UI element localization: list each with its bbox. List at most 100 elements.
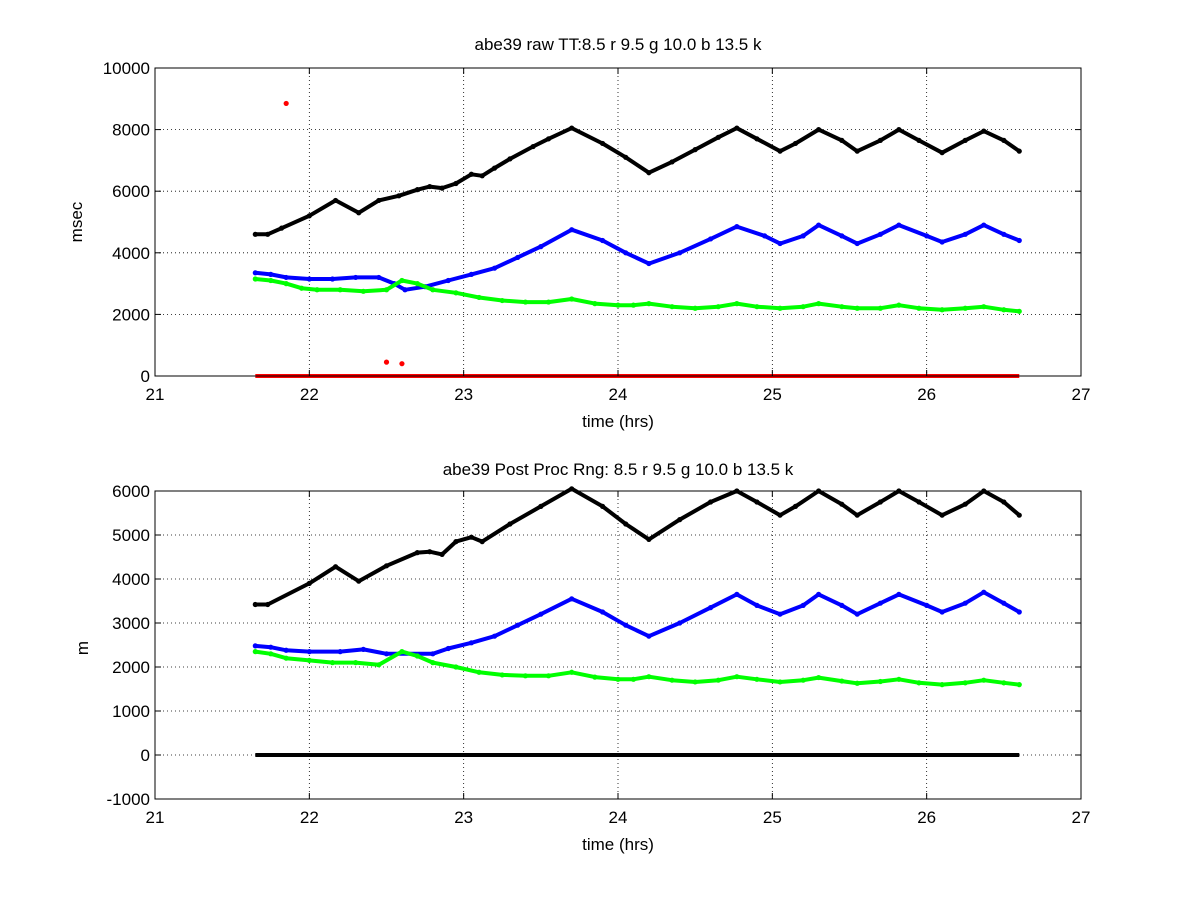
data-point-green [592, 301, 598, 307]
data-point-blue [515, 254, 521, 261]
data-point-green [816, 301, 822, 307]
data-point-blue [430, 651, 436, 657]
data-point-blue [252, 643, 258, 649]
data-point-blue [1016, 609, 1022, 615]
data-point-black [427, 549, 433, 555]
data-point-green [314, 287, 320, 293]
data-point-green [299, 285, 305, 291]
data-point-green [854, 305, 860, 311]
chart-post-proc-rng-ticks: 21 22 23 24 25 26 27 -1000 0 1000 2000 3000 4000 5000… [107, 482, 1091, 827]
data-point-green [252, 649, 258, 655]
data-point-black [754, 499, 760, 505]
data-point-blue [623, 622, 629, 628]
data-point-blue [569, 596, 575, 602]
data-point-blue [402, 287, 408, 293]
data-point-green [545, 673, 552, 679]
data-point-blue [599, 609, 606, 615]
data-point-black [854, 512, 860, 518]
data-point-green [777, 305, 783, 311]
data-point-black [427, 183, 433, 190]
data-point-blue [854, 611, 860, 617]
data-point-green [646, 301, 652, 307]
data-point-blue [924, 233, 930, 239]
data-point-blue [468, 271, 474, 277]
data-point-green [646, 674, 652, 680]
data-point-green [916, 680, 922, 686]
data-point-black [439, 551, 445, 557]
y-tick-label: -1000 [107, 790, 150, 809]
data-point-green [430, 287, 436, 293]
series-line-green [253, 649, 1022, 687]
data-point-green [800, 304, 806, 310]
data-point-black [877, 499, 883, 505]
data-point-black [792, 503, 799, 509]
data-point-blue [896, 222, 902, 228]
data-point-blue [762, 233, 768, 239]
data-point-green [754, 304, 760, 310]
data-point-green [414, 281, 420, 287]
data-point-green [1001, 680, 1007, 686]
data-point-black [754, 136, 760, 142]
data-point-black [453, 180, 459, 187]
y-tick-label: 2000 [112, 305, 150, 324]
data-point-black [252, 601, 258, 608]
data-point-green [715, 677, 721, 683]
data-point-green [353, 660, 359, 666]
x-tick-label: 22 [300, 385, 319, 404]
data-point-blue [306, 649, 312, 655]
data-point-green [453, 664, 459, 670]
data-point-green [476, 669, 482, 675]
chart-raw-tt-ticks: 21 22 23 24 25 26 27 0 2000 4000 6000 8000 10000 [103, 59, 1091, 404]
data-point-green [896, 302, 902, 308]
data-point-blue [491, 633, 498, 639]
data-point-black [669, 159, 675, 165]
data-point-black [962, 137, 968, 143]
data-point-black [479, 539, 485, 545]
data-point-blue [1016, 237, 1022, 244]
series-line-blue [253, 590, 1022, 656]
data-point-red [399, 361, 405, 367]
x-tick-label: 23 [454, 385, 473, 404]
data-point-blue [306, 276, 312, 282]
data-point-black [734, 125, 740, 131]
data-point-black [507, 156, 513, 162]
data-point-blue [646, 260, 652, 267]
data-point-black [777, 512, 783, 518]
data-point-black [816, 127, 822, 133]
data-point-blue [599, 237, 606, 244]
data-point-blue [337, 649, 343, 655]
data-point-black [939, 512, 945, 518]
data-point-black [916, 499, 922, 505]
data-point-black [383, 563, 390, 569]
data-point-green [962, 305, 968, 311]
data-point-green [268, 651, 274, 657]
data-point-blue [538, 244, 544, 250]
x-tick-label: 25 [763, 385, 782, 404]
data-point-green [896, 676, 902, 682]
data-point-blue [962, 600, 968, 606]
y-tick-label: 4000 [112, 244, 150, 263]
chart-raw-tt: abe39 raw TT:8.5 r 9.5 g 10.0 b 13.5 k 2… [67, 35, 1090, 431]
data-point-black [332, 197, 339, 204]
data-point-green [522, 673, 529, 679]
data-point-green [839, 678, 845, 684]
data-point-blue [877, 231, 883, 237]
data-point-black [1001, 499, 1007, 505]
data-point-blue [383, 651, 390, 657]
data-point-blue [896, 591, 902, 598]
data-point-blue [777, 240, 783, 247]
data-point-green [499, 672, 505, 678]
data-point-blue [1001, 600, 1007, 606]
chart-post-proc-rng-ylabel: m [73, 641, 92, 655]
y-tick-label: 5000 [112, 526, 150, 545]
data-point-green [414, 653, 420, 659]
data-point-black [252, 231, 258, 237]
data-point-green [877, 678, 883, 685]
data-point-green [399, 649, 405, 655]
data-point-black [530, 143, 536, 150]
data-point-blue [962, 231, 968, 237]
data-point-green [692, 679, 698, 685]
data-point-green [1001, 307, 1007, 313]
